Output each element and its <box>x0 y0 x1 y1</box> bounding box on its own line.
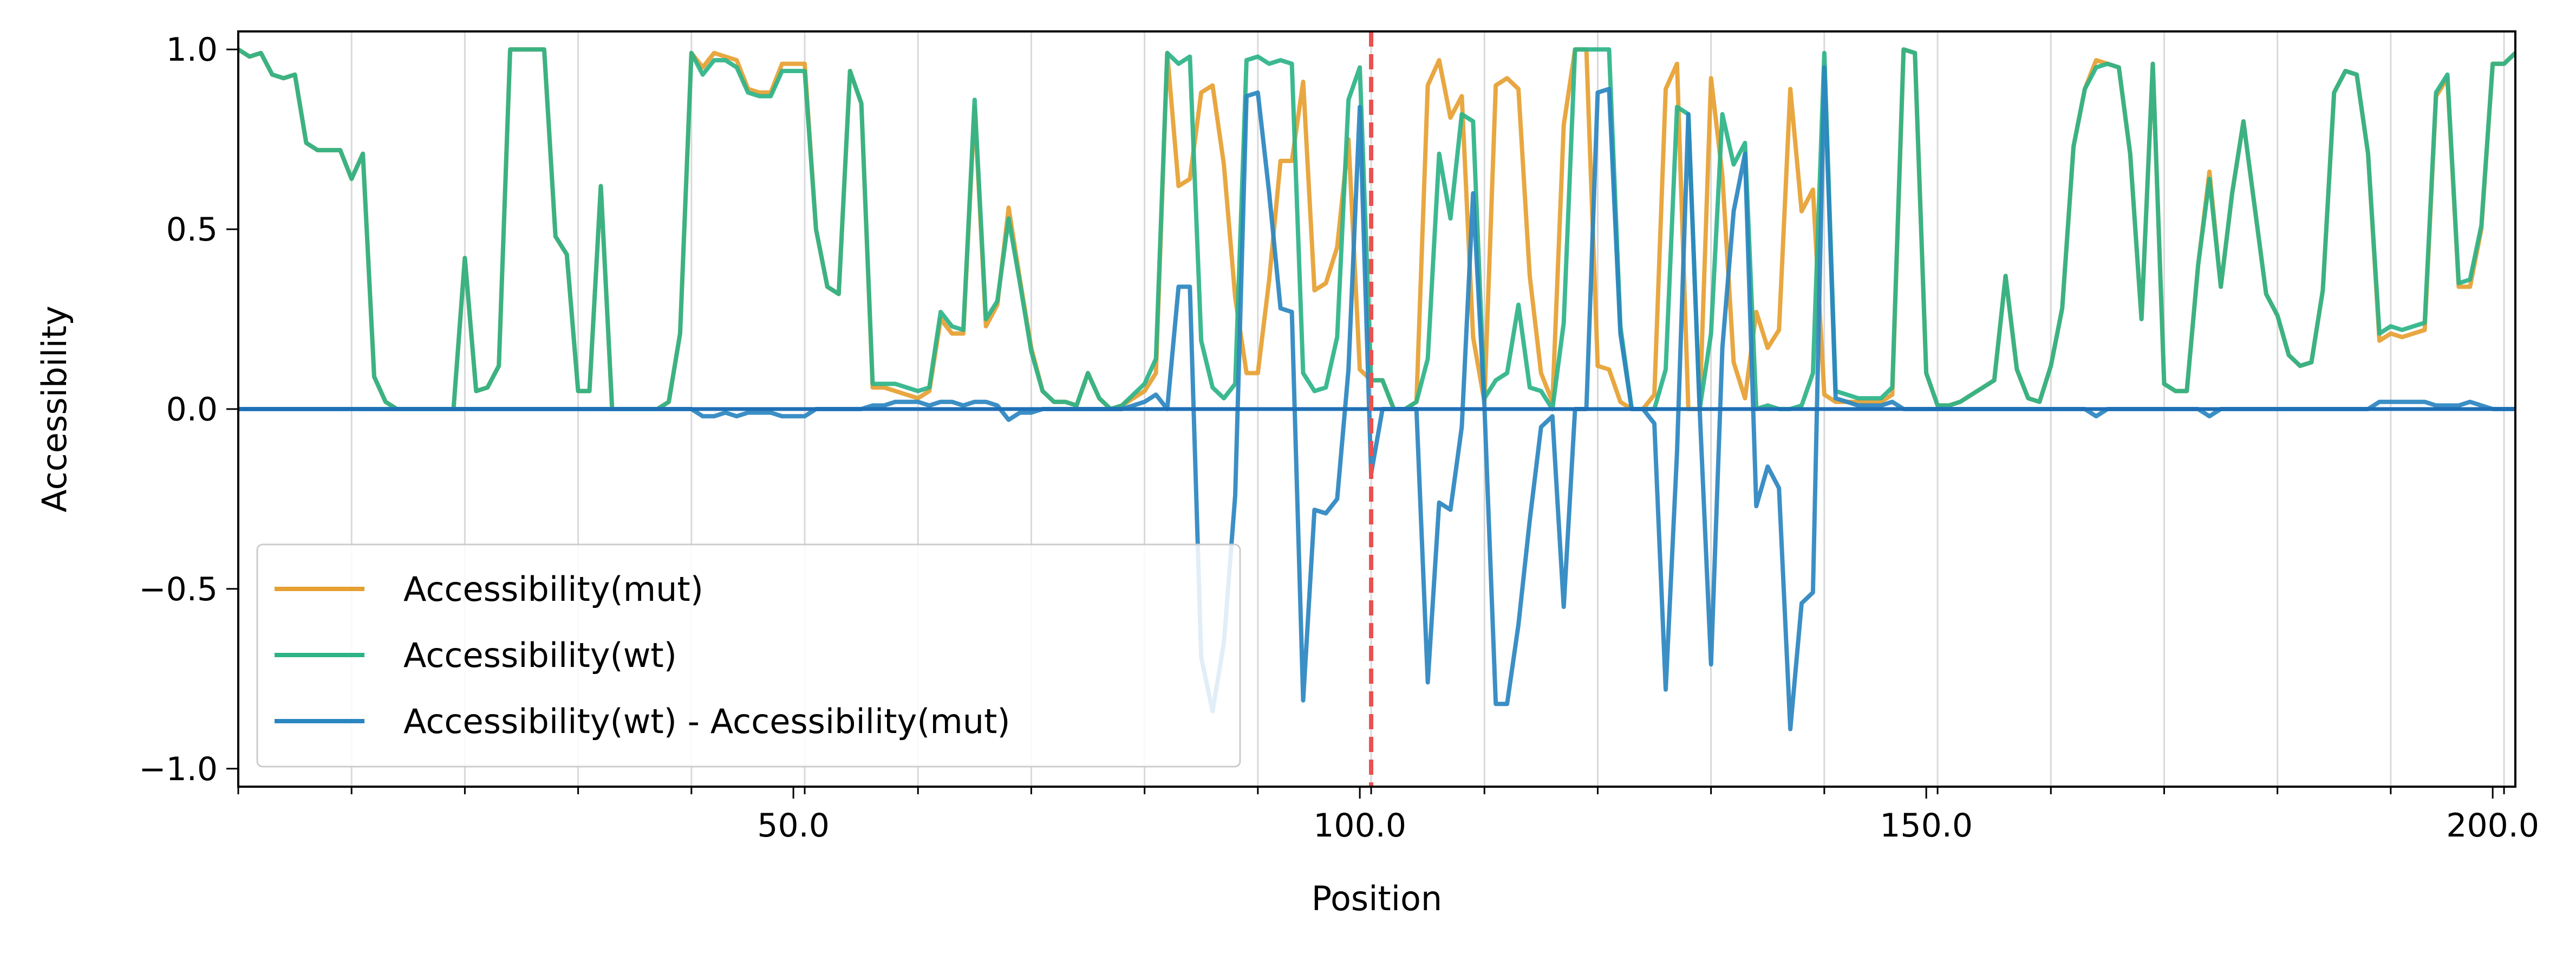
x-tick-label: 50.0 <box>757 807 830 845</box>
y-tick-label: −0.5 <box>139 570 218 608</box>
x-axis-title: Position <box>1312 879 1442 918</box>
y-tick-label: 1.0 <box>166 31 218 69</box>
y-tick-label: −1.0 <box>139 750 218 788</box>
legend-label: Accessibility(mut) <box>403 569 703 609</box>
x-tick-label: 200.0 <box>2446 807 2539 845</box>
legend-label: Accessibility(wt) - Accessibility(mut) <box>403 702 1010 741</box>
legend: Accessibility(mut) Accessibility(wt) Acces… <box>256 543 1241 768</box>
y-axis-title: Accessibility <box>35 306 74 513</box>
x-tick-label: 100.0 <box>1313 807 1406 845</box>
axis-ticks: 50.0 100.0 150.0 200.0 −1.0 −0.5 0.0 0.5 1.0 <box>139 31 2539 845</box>
x-tick-label: 150.0 <box>1880 807 1973 845</box>
legend-label: Accessibility(wt) <box>403 636 677 675</box>
y-tick-label: 0.0 <box>166 391 218 429</box>
mutation-marker-layer <box>238 31 2515 787</box>
legend-box <box>256 543 1241 768</box>
y-tick-label: 0.5 <box>166 211 218 249</box>
